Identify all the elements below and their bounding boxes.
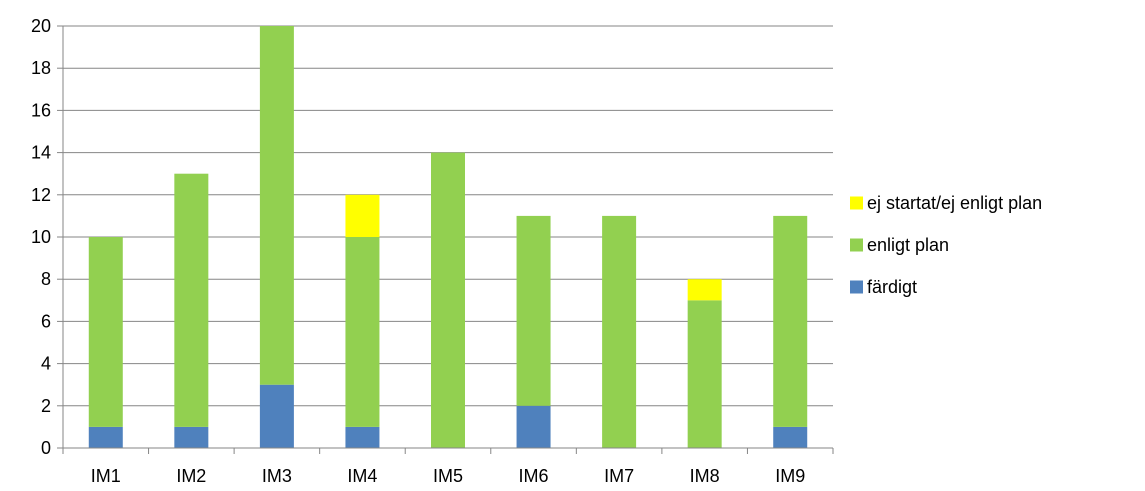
bar-im5-series-1 <box>431 152 465 448</box>
axes <box>57 25 834 454</box>
y-tick-label-0: 0 <box>41 438 51 458</box>
x-tick-labels: IM1 IM2 IM3 IM4 IM5 IM6 IM7 IM8 IM9 <box>91 466 805 486</box>
x-tick-label-im7: IM7 <box>604 466 634 486</box>
bar-im4-series-1 <box>345 237 380 427</box>
x-tick-label-im1: IM1 <box>91 466 121 486</box>
bars <box>88 26 808 448</box>
y-tick-labels: 0 2 4 6 8 10 12 14 16 18 20 <box>31 16 51 458</box>
bar-im6-series-0 <box>516 405 551 448</box>
x-tick-label-im8: IM8 <box>690 466 720 486</box>
y-tick-label-6: 6 <box>41 311 51 331</box>
legend-swatch-0 <box>850 196 863 210</box>
y-tick-label-20: 20 <box>31 16 51 36</box>
bar-im7-series-1 <box>602 215 637 448</box>
y-tick-label-18: 18 <box>31 58 51 78</box>
bar-im4-series-2 <box>345 194 380 237</box>
legend-label-2: färdigt <box>867 277 917 297</box>
y-tick-label-14: 14 <box>31 143 51 163</box>
legend-label-0: ej startat/ej enligt plan <box>867 193 1042 213</box>
x-tick-label-im9: IM9 <box>775 466 805 486</box>
y-tick-label-2: 2 <box>41 396 51 416</box>
bar-im2-series-0 <box>174 426 209 448</box>
legend: ej startat/ej enligt plan enligt plan färd… <box>850 193 1042 297</box>
bar-im9-series-1 <box>773 215 808 427</box>
bar-im3-series-1 <box>259 26 294 385</box>
bar-im6-series-1 <box>516 215 551 406</box>
bar-im8-series-2 <box>687 279 722 301</box>
y-tick-label-10: 10 <box>31 227 51 247</box>
bar-im1-series-0 <box>88 426 123 448</box>
bar-im3-series-0 <box>259 384 294 448</box>
bar-im8-series-1 <box>687 300 722 448</box>
y-tick-label-8: 8 <box>41 269 51 289</box>
bar-im1-series-1 <box>88 237 123 427</box>
legend-label-1: enligt plan <box>867 235 949 255</box>
y-tick-label-12: 12 <box>31 185 51 205</box>
x-tick-label-im3: IM3 <box>262 466 292 486</box>
y-tick-label-4: 4 <box>41 354 51 374</box>
x-tick-label-im6: IM6 <box>519 466 549 486</box>
legend-swatch-2 <box>850 280 863 294</box>
x-tick-label-im2: IM2 <box>176 466 206 486</box>
x-tick-label-im5: IM5 <box>433 466 463 486</box>
bar-im4-series-0 <box>345 426 380 448</box>
y-tick-label-16: 16 <box>31 100 51 120</box>
bar-im2-series-1 <box>174 173 209 427</box>
x-tick-label-im4: IM4 <box>347 466 377 486</box>
bar-im9-series-0 <box>773 426 808 448</box>
legend-swatch-1 <box>850 238 863 252</box>
